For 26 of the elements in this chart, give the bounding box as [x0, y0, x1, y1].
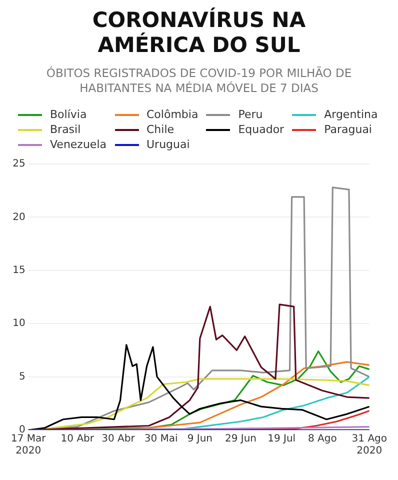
- x-tick-label: 17 Mar 2020: [10, 434, 47, 457]
- legend-label: Paraguai: [324, 123, 372, 136]
- y-tick-label: 20: [12, 212, 26, 223]
- x-tick-label: 31 Ago 2020: [352, 434, 388, 457]
- y-tick-label: 10: [12, 318, 26, 330]
- legend-label: Colômbia: [146, 108, 198, 121]
- legend-label: Peru: [238, 108, 263, 121]
- x-tick-label: 10 Abr: [60, 434, 95, 445]
- y-tick-label: 5: [19, 371, 26, 382]
- chart-title: CORONAVÍRUS NA AMÉRICA DO SUL: [91, 8, 307, 58]
- legend-label: Chile: [146, 123, 174, 136]
- x-tick-label: 8 Ago: [308, 434, 337, 445]
- x-tick-label: 30 Mai: [144, 434, 178, 445]
- x-tick-label: 9 Jun: [187, 434, 212, 445]
- legend-label: Equador: [238, 123, 284, 136]
- x-tick-label: 29 Jun: [224, 434, 257, 445]
- legend-label: Bolívia: [50, 108, 87, 121]
- legend-label: Argentina: [324, 108, 378, 121]
- x-tick-label: 30 Abr: [102, 434, 136, 445]
- legend-label: Uruguai: [146, 138, 190, 151]
- y-tick-label: 15: [12, 264, 26, 276]
- legend-label: Brasil: [50, 123, 81, 136]
- legend-label: Venezuela: [50, 138, 106, 151]
- y-tick-label: 25: [12, 158, 26, 170]
- x-tick-label: 19 Jul: [268, 434, 296, 445]
- chart-subtitle: ÓBITOS REGISTRADOS DE COVID-19 POR MILHÃO DE HABITANTES NA MÉDIA MÓVEL DE 7 DIAS: [45, 66, 353, 96]
